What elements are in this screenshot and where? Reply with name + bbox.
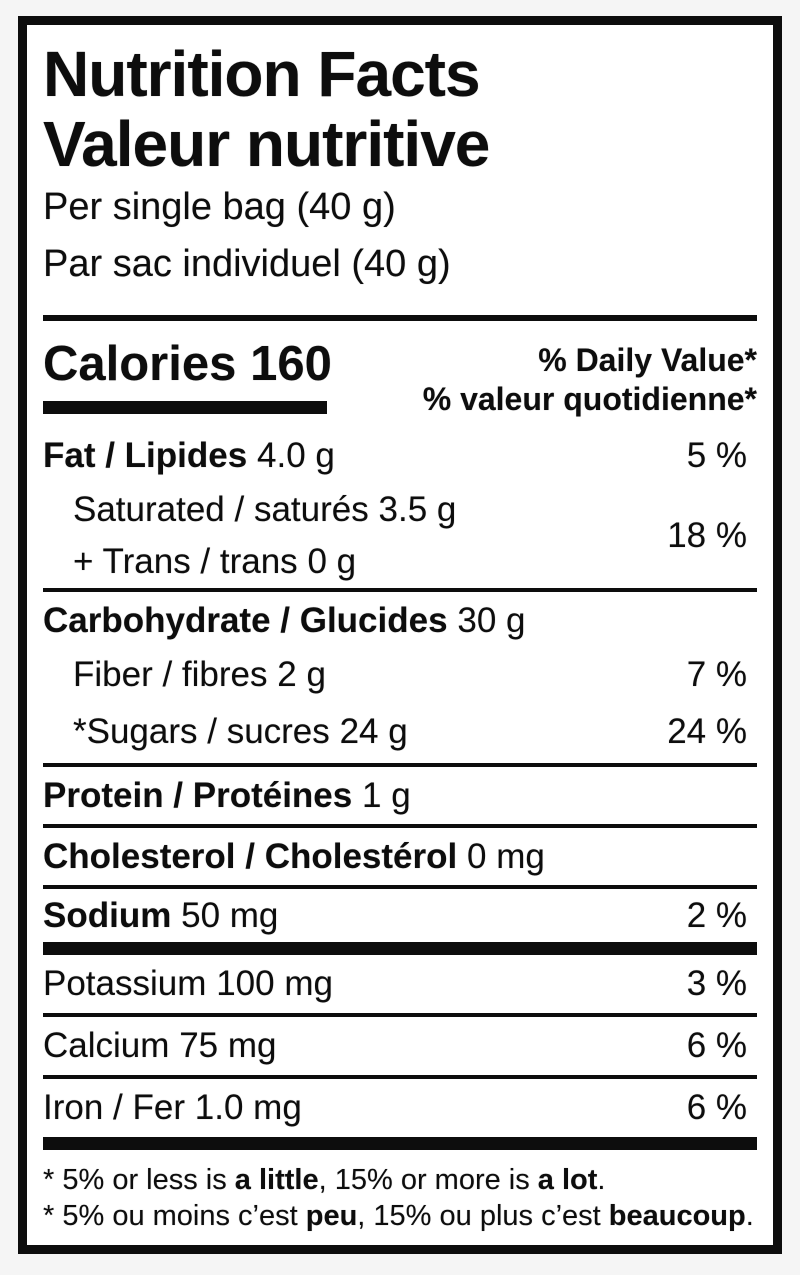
saturated-amount: 3.5 g <box>378 490 457 529</box>
iron-amount: 1.0 mg <box>194 1088 302 1127</box>
separator-thick-after-sodium <box>43 942 757 955</box>
potassium-name: Potassium <box>43 964 207 1003</box>
separator-thick-after-iron <box>43 1137 757 1150</box>
footnote-french: * 5% ou moins c’est peu, 15% ou plus c’e… <box>43 1198 757 1234</box>
daily-value-header-english: % Daily Value* <box>538 342 757 378</box>
footnote-fr-beaucoup: beaucoup <box>608 1200 746 1232</box>
daily-value-header-french: % valeur quotidienne* <box>422 381 757 417</box>
nutrient-row-potassium: Potassium 100 mg 3 % <box>43 955 757 1013</box>
trans-amount: 0 g <box>307 542 357 581</box>
nutrient-row-protein: Protein / Protéines 1 g <box>43 767 757 824</box>
footnote-en-a-little: a little <box>234 1164 319 1196</box>
iron-name: Iron / Fer <box>43 1088 185 1127</box>
footnote-en-period: . <box>597 1164 606 1196</box>
calcium-name: Calcium <box>43 1026 170 1065</box>
separator-top <box>43 315 757 321</box>
footnote-fr-text: * 5% ou moins c’est <box>43 1200 306 1232</box>
sugars-amount: 24 g <box>339 712 408 751</box>
calories-line: Calories 160 <box>43 337 332 391</box>
calcium-amount: 75 mg <box>179 1026 277 1065</box>
sodium-amount: 50 mg <box>181 895 279 935</box>
fat-amount: 4.0 g <box>257 435 335 475</box>
sodium-name: Sodium <box>43 895 172 935</box>
carbohydrate-name: Carbohydrate / Glucides <box>43 600 448 640</box>
footnote-fr-peu: peu <box>305 1200 358 1232</box>
fiber-name: Fiber / fibres <box>73 655 268 694</box>
trans-label: + Trans / trans 0 g <box>73 542 356 582</box>
calories-label: Calories <box>43 337 237 391</box>
separator-after-fat <box>43 588 757 592</box>
nutrition-facts-label: Nutrition Facts Valeur nutritive Per sin… <box>18 16 782 1254</box>
trans-name: + Trans / trans <box>73 542 298 581</box>
iron-label: Iron / Fer 1.0 mg <box>43 1088 302 1128</box>
nutrient-row-fat: Fat / Lipides 4.0 g 5 % <box>43 427 757 484</box>
fiber-label: Fiber / fibres 2 g <box>73 655 326 695</box>
separator-after-carbohydrate <box>43 763 757 767</box>
cholesterol-label: Cholesterol / Cholestérol 0 mg <box>43 837 545 877</box>
nutrient-row-calcium: Calcium 75 mg 6 % <box>43 1017 757 1075</box>
saturated-trans-daily-value: 18 % <box>667 516 747 555</box>
iron-daily-value: 6 % <box>686 1088 747 1127</box>
separator-after-cholesterol <box>43 885 757 889</box>
separator-after-potassium <box>43 1013 757 1017</box>
nutrient-row-carbohydrate: Carbohydrate / Glucides 30 g <box>43 592 757 649</box>
separator-after-protein <box>43 824 757 828</box>
separator-after-calcium <box>43 1075 757 1079</box>
nutrient-row-fiber: Fiber / fibres 2 g 7 % <box>43 649 757 701</box>
nutrient-row-trans: + Trans / trans 0 g <box>43 536 456 588</box>
sodium-label: Sodium 50 mg <box>43 896 278 936</box>
nutrient-row-iron: Iron / Fer 1.0 mg 6 % <box>43 1079 757 1137</box>
fat-label: Fat / Lipides 4.0 g <box>43 436 335 476</box>
footnote-en-text: * 5% or less is <box>43 1164 235 1196</box>
fat-daily-value: 5 % <box>686 435 747 475</box>
title-french: Valeur nutritive <box>43 108 490 180</box>
saturated-label: Saturated / saturés 3.5 g <box>73 490 456 530</box>
fiber-daily-value: 7 % <box>686 655 747 694</box>
nutrient-row-sodium: Sodium 50 mg 2 % <box>43 889 757 942</box>
nutrient-row-cholesterol: Cholesterol / Cholestérol 0 mg <box>43 828 757 885</box>
cholesterol-amount: 0 mg <box>467 836 545 876</box>
footnote-en-text-2: , 15% or more is <box>318 1164 538 1196</box>
saturated-name: Saturated / saturés <box>73 490 369 529</box>
footnote-en-a-lot: a lot <box>537 1164 598 1196</box>
sugars-daily-value: 24 % <box>667 712 747 751</box>
sodium-daily-value: 2 % <box>686 895 747 935</box>
nutrient-row-sugars: *Sugars / sucres 24 g 24 % <box>43 701 757 763</box>
potassium-amount: 100 mg <box>216 964 333 1003</box>
calories-value: 160 <box>250 337 332 391</box>
sugars-label: *Sugars / sucres 24 g <box>73 712 408 752</box>
saturated-trans-group: Saturated / saturés 3.5 g + Trans / trans… <box>43 484 757 588</box>
carbohydrate-amount: 30 g <box>457 600 526 640</box>
footnote-english: * 5% or less is a little, 15% or more is… <box>43 1162 757 1198</box>
calcium-label: Calcium 75 mg <box>43 1026 277 1066</box>
footnote-fr-period: . <box>745 1200 754 1232</box>
calcium-daily-value: 6 % <box>686 1026 747 1065</box>
title-english: Nutrition Facts <box>43 38 481 110</box>
cholesterol-name: Cholesterol / Cholestérol <box>43 836 458 876</box>
sugars-name: *Sugars / sucres <box>73 712 330 751</box>
fiber-amount: 2 g <box>277 655 326 694</box>
calories-section: Calories 160 % Daily Value* % valeur quot… <box>43 337 757 427</box>
serving-size-english: Per single bag (40 g) <box>43 186 396 228</box>
saturated-trans-lines: Saturated / saturés 3.5 g + Trans / trans… <box>43 484 456 588</box>
protein-name: Protein / Protéines <box>43 775 353 815</box>
footnote-fr-text-2: , 15% ou plus c’est <box>357 1200 609 1232</box>
protein-amount: 1 g <box>362 775 411 815</box>
carbohydrate-label: Carbohydrate / Glucides 30 g <box>43 601 525 641</box>
daily-value-header: % Daily Value* % valeur quotidienne* <box>423 337 757 427</box>
serving-size-french: Par sac individuel (40 g) <box>43 243 451 285</box>
calories-underline-bar <box>43 401 327 414</box>
fat-name: Fat / Lipides <box>43 435 248 475</box>
potassium-label: Potassium 100 mg <box>43 964 333 1004</box>
potassium-daily-value: 3 % <box>686 964 747 1003</box>
protein-label: Protein / Protéines 1 g <box>43 776 411 816</box>
calories-block: Calories 160 <box>43 337 332 427</box>
nutrient-row-saturated: Saturated / saturés 3.5 g <box>43 484 456 536</box>
